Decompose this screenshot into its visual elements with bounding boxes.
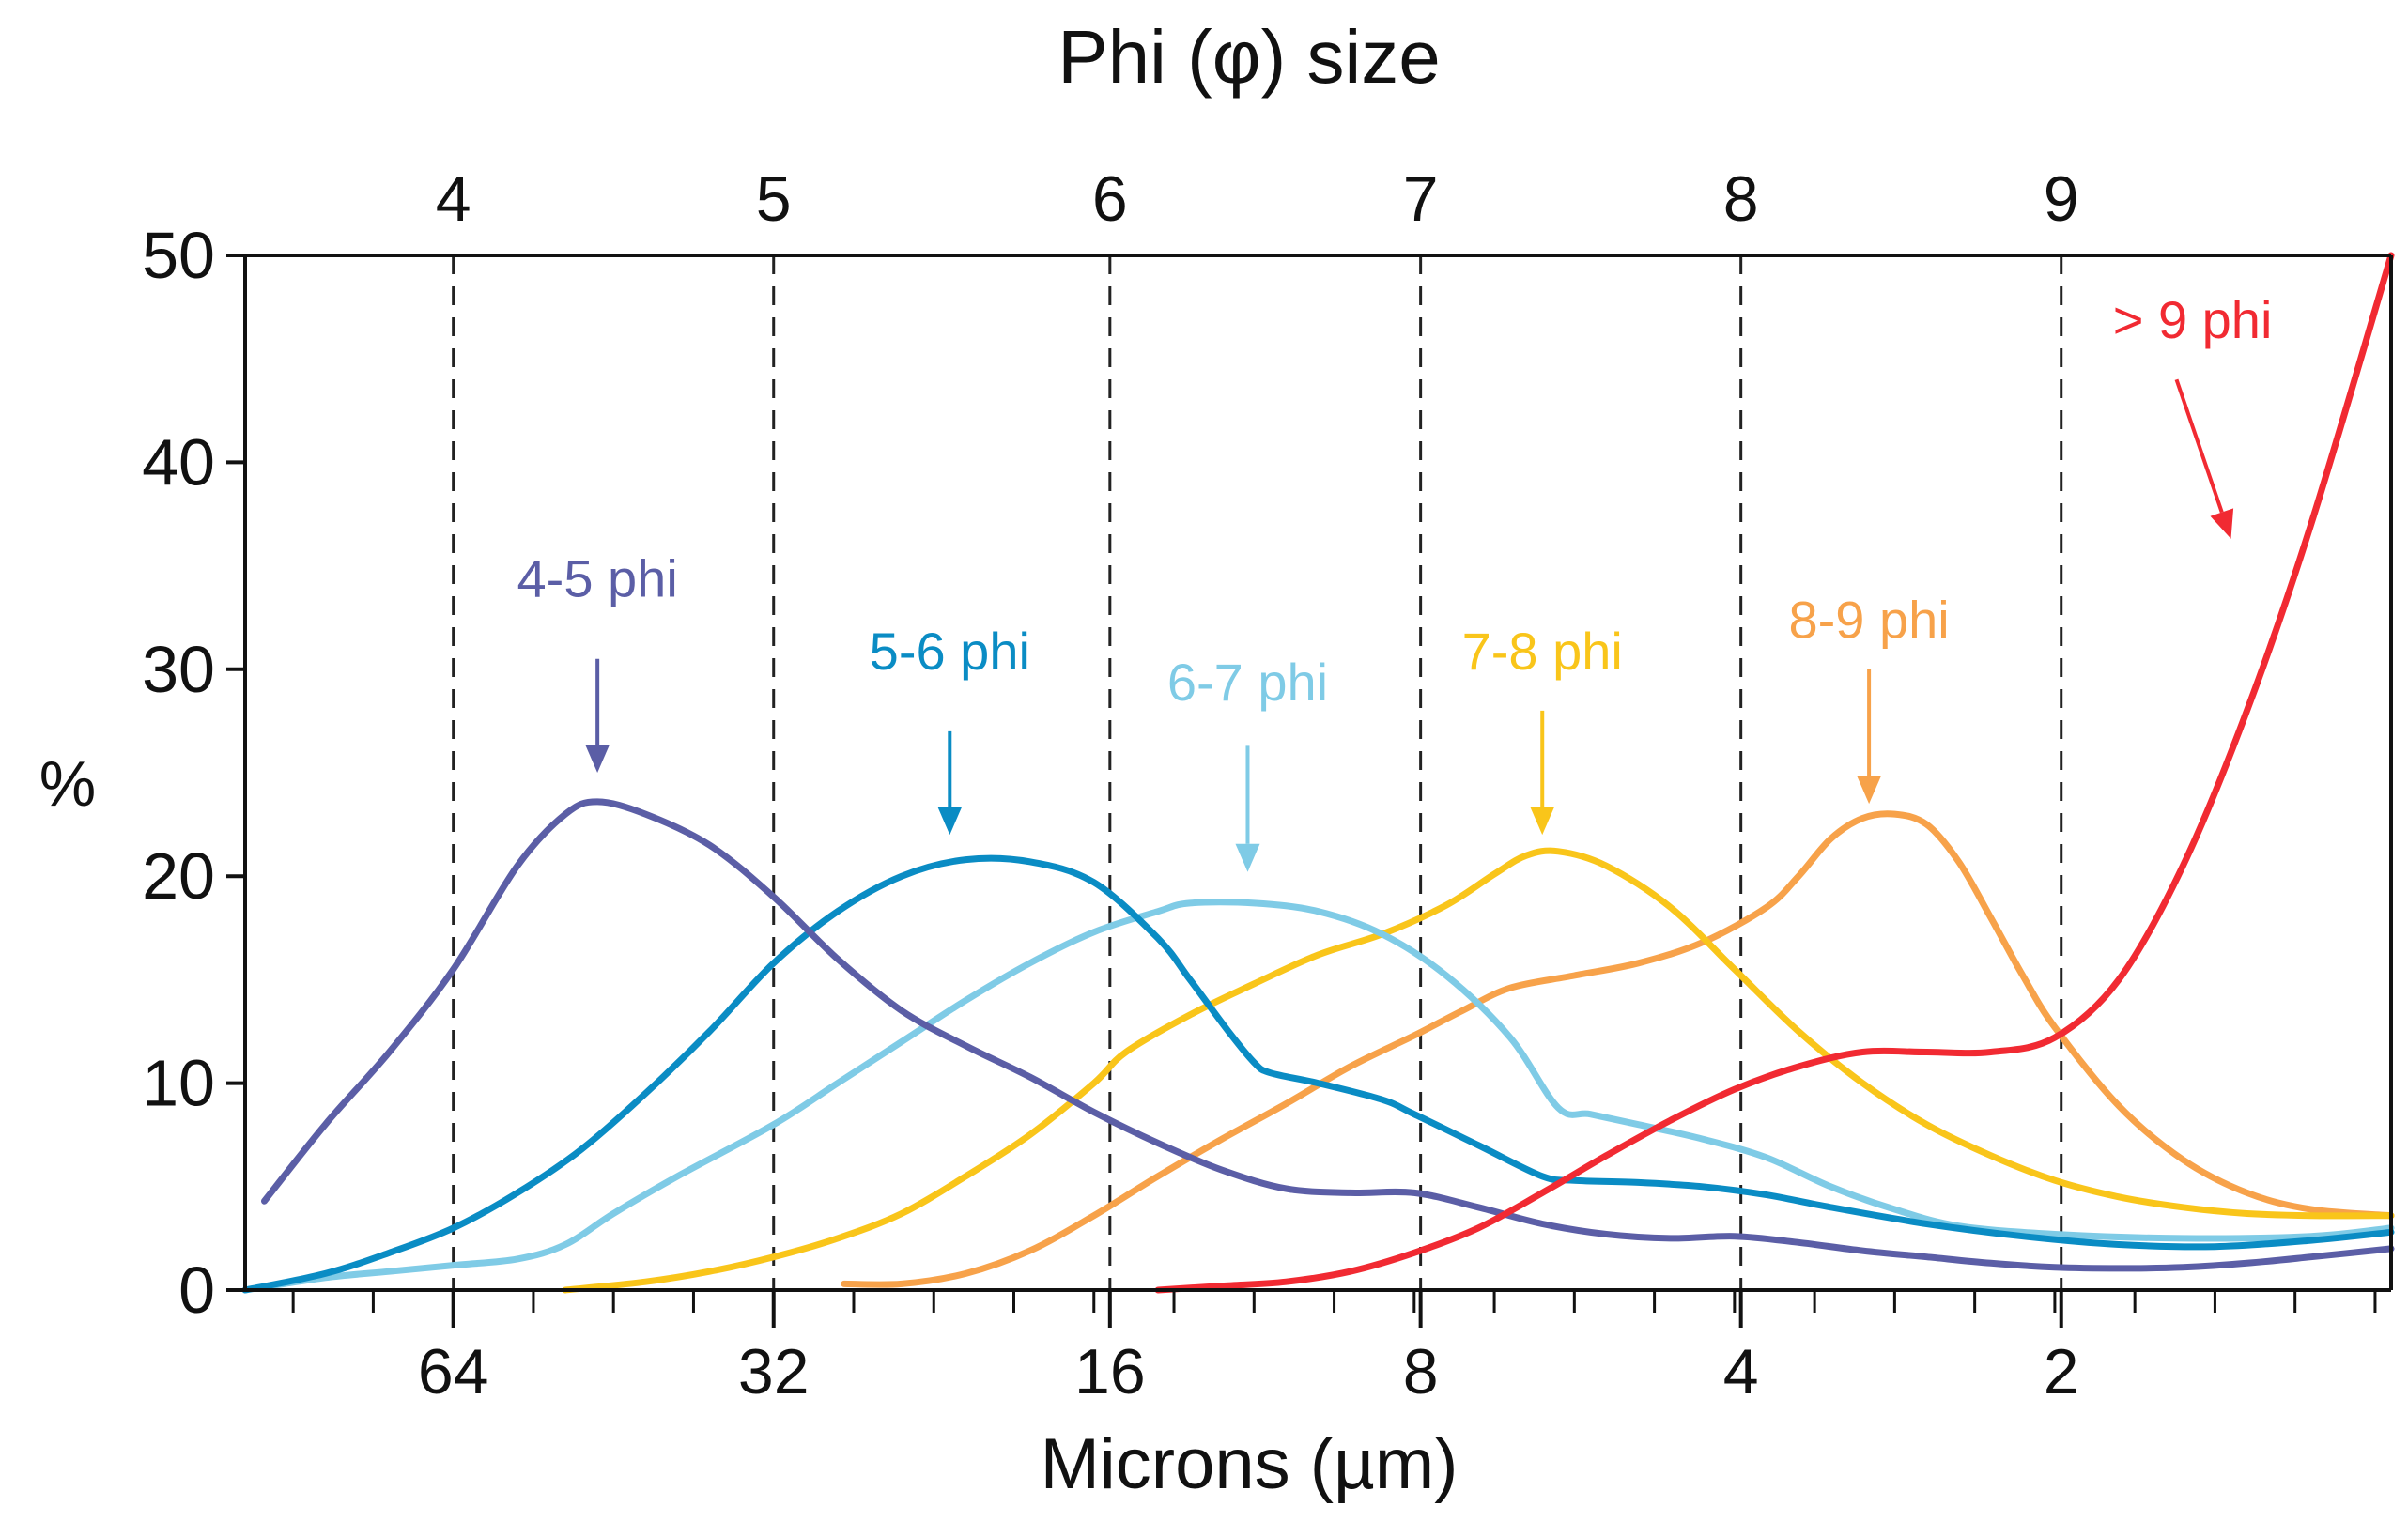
x-tick-label: 64 bbox=[418, 1336, 489, 1407]
arrow-head-6-7-phi bbox=[1235, 843, 1260, 872]
series-label-5-6-phi: 5-6 phi bbox=[870, 622, 1030, 681]
y-tick-label: 50 bbox=[142, 219, 215, 292]
series-label-6-7-phi: 6-7 phi bbox=[1167, 653, 1328, 712]
arrow-head-5-6-phi bbox=[937, 807, 963, 836]
x-tick-label: 8 bbox=[1403, 1336, 1439, 1407]
arrow-head-4-5-phi bbox=[585, 745, 610, 773]
x-tick-label: 32 bbox=[738, 1336, 810, 1407]
plot-frame-group bbox=[243, 254, 2393, 1292]
top-phi-tick-labels: 4 5 6 7 8 9 bbox=[436, 163, 2079, 235]
series-line-9-phi bbox=[1154, 252, 2395, 1294]
annotations: 4-5 phi 5-6 phi 6-7 phi 7-8 phi 8-9 phi > 9 p… bbox=[517, 290, 2273, 872]
series-line-7-8-phi bbox=[562, 847, 2395, 1294]
y-axis-ticks: 0 10 20 30 40 50 bbox=[142, 219, 245, 1327]
chart-title: Phi (φ) size bbox=[1057, 15, 1441, 99]
y-axis-label: % bbox=[39, 748, 96, 820]
top-phi-label: 4 bbox=[436, 163, 471, 235]
dashed-gridlines bbox=[452, 255, 2063, 1290]
series-label-9-phi: > 9 phi bbox=[2113, 290, 2273, 349]
series-label-7-8-phi: 7-8 phi bbox=[1462, 622, 1623, 681]
top-phi-label: 8 bbox=[1723, 163, 1759, 235]
series-group bbox=[241, 252, 2395, 1294]
arrow-shaft-9-phi bbox=[2174, 378, 2224, 514]
top-phi-label: 6 bbox=[1092, 163, 1128, 235]
x-axis-label: Microns (µm) bbox=[1041, 1424, 1459, 1504]
arrow-head-7-8-phi bbox=[1530, 807, 1555, 836]
x-tick-label: 16 bbox=[1074, 1336, 1146, 1407]
y-tick-label: 40 bbox=[142, 425, 215, 499]
y-tick-label: 10 bbox=[142, 1047, 215, 1120]
top-phi-label: 9 bbox=[2044, 163, 2079, 235]
series-line-6-7-phi bbox=[241, 899, 2395, 1294]
top-phi-label: 7 bbox=[1403, 163, 1439, 235]
x-axis-ticks: 64 32 16 8 4 2 bbox=[291, 1290, 2377, 1407]
y-tick-label: 30 bbox=[142, 633, 215, 706]
series-line-5-6-phi bbox=[241, 854, 2395, 1294]
arrow-head-8-9-phi bbox=[1857, 776, 1882, 805]
top-phi-label: 5 bbox=[756, 163, 792, 235]
y-tick-label: 0 bbox=[178, 1253, 215, 1327]
series-line-8-9-phi bbox=[841, 810, 2395, 1288]
arrow-head-9-phi bbox=[2210, 508, 2234, 539]
x-tick-label: 2 bbox=[2044, 1336, 2079, 1407]
series-label-4-5-phi: 4-5 phi bbox=[517, 549, 678, 608]
series-label-8-9-phi: 8-9 phi bbox=[1788, 591, 1949, 650]
x-tick-label: 4 bbox=[1723, 1336, 1759, 1407]
series-line-4-5-phi bbox=[261, 798, 2395, 1272]
y-tick-label: 20 bbox=[142, 839, 215, 913]
